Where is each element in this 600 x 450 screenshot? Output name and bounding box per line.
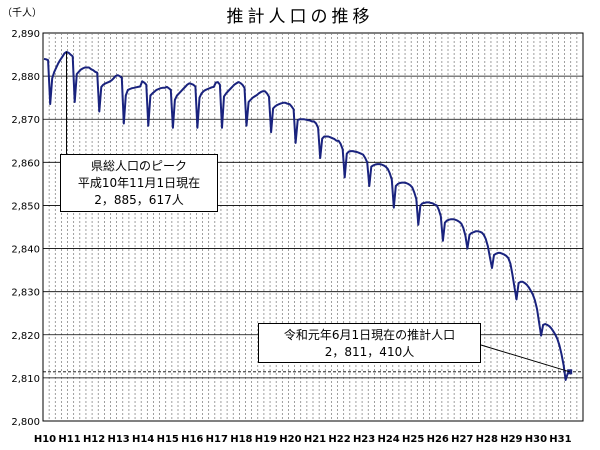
- current-leader-line: [480, 344, 570, 373]
- x-tick-label: H26: [427, 434, 449, 445]
- x-tick-label: H25: [402, 434, 424, 445]
- x-tick-label: H10: [34, 434, 56, 445]
- x-tick-label: H20: [279, 434, 301, 445]
- y-tick-label: 2,850: [11, 201, 40, 212]
- x-tick-label: H19: [255, 434, 277, 445]
- y-tick-label: 2,810: [11, 374, 40, 385]
- x-tick-label: H18: [230, 434, 252, 445]
- y-tick-label: 2,880: [11, 72, 40, 83]
- y-tick-label: 2,840: [11, 245, 40, 256]
- y-tick-label: 2,830: [11, 288, 40, 299]
- x-tick-label: H21: [304, 434, 326, 445]
- chart-title: 推計人口の推移: [226, 7, 374, 27]
- peak-annotation-line-1: 県総人口のピーク: [90, 159, 187, 173]
- y-tick-label: 2,800: [11, 417, 40, 428]
- x-tick-label: H28: [476, 434, 498, 445]
- y-tick-label: 2,860: [11, 158, 40, 169]
- peak-annotation-line-3: 2，885，617人: [94, 193, 184, 207]
- x-tick-label: H15: [157, 434, 179, 445]
- x-tick-label: H30: [525, 434, 547, 445]
- annotation-leaders: [66, 51, 570, 373]
- y-tick-label: 2,890: [11, 29, 40, 40]
- x-axis-ticks: H10 H11 H12 H13 H14 H15 H16 H17 H18 H19 H20 H21 H22 H…: [34, 434, 572, 445]
- x-tick-label: H16: [181, 434, 203, 445]
- y-unit-label: （千人）: [2, 8, 42, 19]
- x-tick-label: H31: [549, 434, 571, 445]
- x-tick-label: H13: [107, 434, 129, 445]
- y-tick-label: 2,820: [11, 331, 40, 342]
- series-line: [43, 50, 571, 381]
- x-tick-label: H24: [377, 434, 399, 445]
- current-annotation: 令和元年6月1日現在の推計人口 2，811，410人: [258, 323, 481, 363]
- x-tick-label: H22: [328, 434, 350, 445]
- x-tick-label: H14: [132, 434, 154, 445]
- x-tick-label: H29: [500, 434, 522, 445]
- peak-annotation-line-2: 平成10年11月1日現在: [77, 176, 201, 190]
- current-annotation-line-1: 令和元年6月1日現在の推計人口: [283, 328, 456, 342]
- y-axis-ticks: 2,800 2,810 2,820 2,830 2,840 2,850 2,860 2,870…: [11, 29, 40, 428]
- x-tick-label: H27: [451, 434, 473, 445]
- x-tick-label: H23: [353, 434, 375, 445]
- peak-annotation: 県総人口のピーク 平成10年11月1日現在 2，885，617人: [60, 154, 218, 212]
- current-annotation-line-2: 2，811，410人: [324, 345, 415, 359]
- x-tick-label: H17: [206, 434, 228, 445]
- y-tick-label: 2,870: [11, 115, 40, 126]
- x-tick-label: H11: [58, 434, 80, 445]
- x-tick-label: H12: [83, 434, 105, 445]
